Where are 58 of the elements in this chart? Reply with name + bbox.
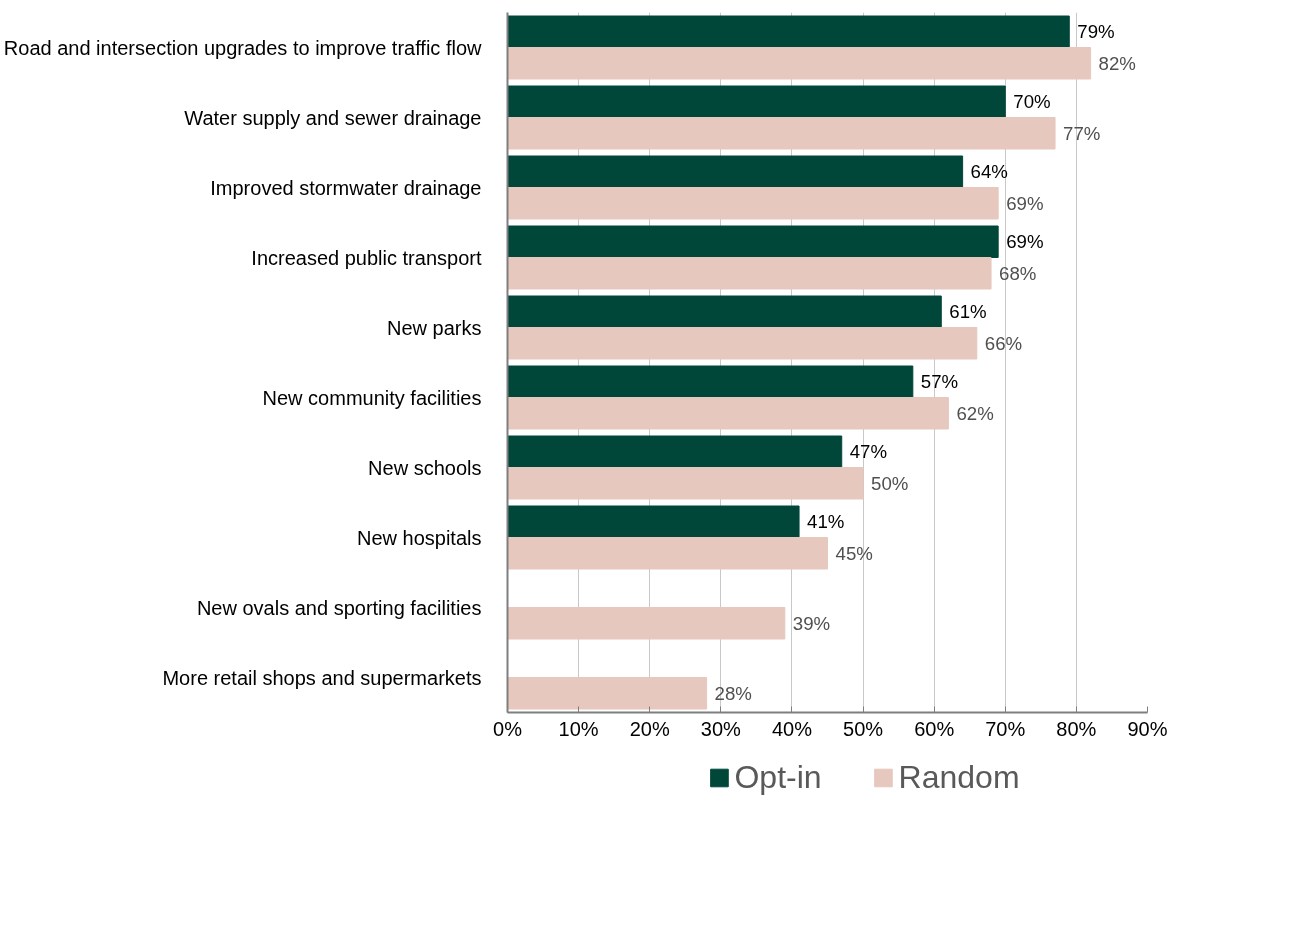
y-tick-label: Improved stormwater drainage xyxy=(210,176,482,199)
x-tick-label: 0% xyxy=(493,717,523,740)
x-tick-label: 30% xyxy=(700,717,742,740)
y-tick-label: New ovals and sporting facilities xyxy=(196,596,482,619)
bar xyxy=(507,15,1070,48)
bar xyxy=(507,117,1056,150)
y-tick-label: New parks xyxy=(387,316,482,339)
data-label: 69% xyxy=(1006,231,1044,253)
y-tick-label: More retail shops and supermarkets xyxy=(162,666,482,689)
data-label: 62% xyxy=(956,402,994,424)
data-label: 64% xyxy=(970,161,1008,183)
data-label: 28% xyxy=(714,682,752,704)
data-label: 79% xyxy=(1077,21,1115,43)
y-tick-label: New hospitals xyxy=(357,526,482,549)
x-tick-label: 70% xyxy=(985,717,1026,740)
bar xyxy=(507,607,786,640)
y-tick-label: New schools xyxy=(368,456,482,479)
bar xyxy=(507,187,999,220)
bar xyxy=(507,327,978,360)
y-tick-label: Water supply and sewer drainage xyxy=(184,106,482,129)
data-label: 61% xyxy=(949,301,987,323)
legend-label: Opt-in xyxy=(734,758,822,796)
data-label: 45% xyxy=(835,542,873,564)
bar xyxy=(507,537,828,570)
bar xyxy=(507,225,999,258)
x-tick-label: 60% xyxy=(914,717,955,740)
data-label: 69% xyxy=(1006,192,1044,214)
bar xyxy=(507,295,942,328)
data-label: 57% xyxy=(920,371,959,393)
bar xyxy=(507,85,1006,118)
legend-label: Random xyxy=(898,758,1020,796)
bar xyxy=(507,397,949,430)
x-tick-label: 10% xyxy=(558,717,599,740)
bar xyxy=(507,257,992,290)
x-tick-label: 20% xyxy=(629,717,670,740)
y-tick-label: Road and intersection upgrades to improve traffic flow xyxy=(3,36,483,59)
x-tick-label: 90% xyxy=(1127,717,1168,740)
data-label: 70% xyxy=(1013,91,1051,113)
bar xyxy=(507,155,964,188)
data-label: 50% xyxy=(871,472,909,494)
data-label: 41% xyxy=(807,511,845,533)
data-label: 82% xyxy=(1098,52,1136,74)
x-tick-label: 50% xyxy=(843,717,884,740)
data-label: 66% xyxy=(984,332,1023,354)
bar xyxy=(507,47,1092,80)
bar xyxy=(507,467,864,500)
y-tick-label: New community facilities xyxy=(262,386,482,409)
bar xyxy=(507,365,914,398)
bar xyxy=(507,505,800,538)
data-label: 77% xyxy=(1063,122,1101,144)
bar xyxy=(507,677,708,710)
bar xyxy=(507,435,843,468)
data-label: 68% xyxy=(999,262,1037,284)
x-tick-label: 40% xyxy=(771,717,813,740)
data-label: 47% xyxy=(849,441,888,463)
x-tick-label: 80% xyxy=(1056,717,1097,740)
data-label: 39% xyxy=(792,612,831,634)
y-tick-label: Increased public transport xyxy=(251,246,482,269)
